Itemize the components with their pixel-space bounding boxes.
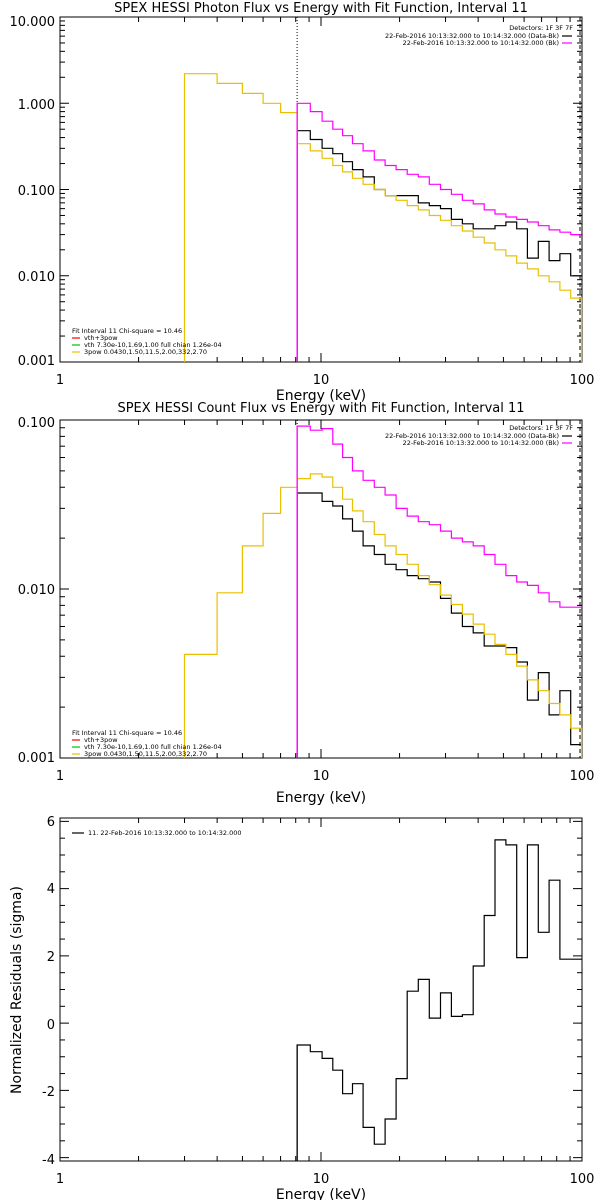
legend-header: Fit Interval 11 Chi-square = 10.46 <box>72 729 182 737</box>
legend-entry: 22-Feb-2016 10:13:32.000 to 10:14:32.000… <box>403 39 559 47</box>
legend-entry: 22-Feb-2016 10:13:32.000 to 10:14:32.000… <box>403 439 559 447</box>
y-tick-label: 0.001 <box>18 354 55 369</box>
legend-top-left: 11. 22-Feb-2016 10:13:32.000 to 10:14:32… <box>72 829 241 837</box>
series-line <box>296 130 582 362</box>
y-tick-label: -2 <box>42 1085 55 1100</box>
series-line <box>183 73 583 362</box>
x-tick-label: 10 <box>313 1172 330 1187</box>
x-axis-label: Energy (keV) <box>276 1187 366 1200</box>
y-tick-label: 4 <box>47 882 55 897</box>
panel-residuals: 6 4 2 0 -2 -4 1 10 100 Energy (keV) Norm… <box>9 815 594 1200</box>
panel-count-flux: SPEX HESSI Count Flux vs Energy with Fit… <box>18 401 595 806</box>
legend-entry: 22-Feb-2016 10:13:32.000 to 10:14:32.000… <box>385 32 559 40</box>
legend-header: Detectors: 1F 3F 7F <box>509 24 573 32</box>
y-tick-label: 10.000 <box>10 15 56 30</box>
y-tick-label: 0.100 <box>18 184 55 199</box>
series-group <box>183 425 583 758</box>
legend-header: Fit Interval 11 Chi-square = 10.46 <box>72 327 182 335</box>
x-tick-label: 10 <box>313 769 330 784</box>
x-tick-label: 10 <box>313 373 330 388</box>
plot-frame <box>59 419 583 759</box>
y-tick-label: 0.010 <box>18 270 55 285</box>
legend-entry: 3pow 0.0430,1.50,11.5,2.00,332,2.70 <box>84 750 207 758</box>
series-line <box>183 473 583 758</box>
series-line <box>296 492 582 758</box>
x-tick-label: 1 <box>56 769 64 784</box>
legend-entry: vth 7.30e-10,1.69,1.00 full chian 1.26e-… <box>84 341 222 349</box>
legend-header: Detectors: 1F 3F 7F <box>509 424 573 432</box>
series-line <box>296 102 582 362</box>
legend-entry: 3pow 0.0430,1.50,11.5,2.00,332,2.70 <box>84 348 207 356</box>
axis-ticks <box>59 17 582 363</box>
y-tick-label: 0.010 <box>18 583 55 598</box>
series-line <box>296 425 583 758</box>
plot-frame <box>59 817 583 1162</box>
chart-title: SPEX HESSI Count Flux vs Energy with Fit… <box>117 401 524 416</box>
axis-ticks <box>59 818 582 1161</box>
x-tick-label: 100 <box>570 373 595 388</box>
x-tick-label: 1 <box>56 373 64 388</box>
x-axis-label: Energy (keV) <box>276 388 366 404</box>
x-axis-label: Energy (keV) <box>276 790 366 806</box>
y-axis-label: Normalized Residuals (sigma) <box>9 886 25 1094</box>
series-group <box>296 839 582 1161</box>
x-tick-label: 100 <box>570 1172 595 1187</box>
legend-top-right: Detectors: 1F 3F 7F 22-Feb-2016 10:13:32… <box>385 424 573 447</box>
x-tick-label: 1 <box>56 1172 64 1187</box>
chart-title: SPEX HESSI Photon Flux vs Energy with Fi… <box>114 1 528 16</box>
y-tick-label: 0 <box>47 1018 55 1033</box>
y-tick-label: 2 <box>47 950 55 965</box>
legend-entry: vth 7.30e-10,1.69,1.00 full chian 1.26e-… <box>84 743 222 751</box>
legend-bottom-left: Fit Interval 11 Chi-square = 10.46 vth+3… <box>72 729 222 758</box>
y-tick-label: 6 <box>47 815 55 830</box>
series-line <box>296 839 582 1161</box>
y-tick-label: 0.001 <box>18 751 55 766</box>
legend-top-right: Detectors: 1F 3F 7F 22-Feb-2016 10:13:32… <box>385 24 573 47</box>
y-tick-label: -4 <box>42 1153 55 1168</box>
legend-bottom-left: Fit Interval 11 Chi-square = 10.46 vth+3… <box>72 327 222 356</box>
legend-entry: 22-Feb-2016 10:13:32.000 to 10:14:32.000… <box>385 432 559 440</box>
legend-entry: 11. 22-Feb-2016 10:13:32.000 to 10:14:32… <box>88 829 241 837</box>
legend-entry: vth+3pow <box>84 334 118 342</box>
axis-ticks <box>59 420 582 759</box>
series-group <box>183 73 583 362</box>
y-tick-label: 1.000 <box>18 98 55 113</box>
x-tick-label: 100 <box>570 769 595 784</box>
legend-entry: vth+3pow <box>84 736 118 744</box>
y-tick-label: 0.100 <box>18 416 55 431</box>
plot-frame <box>59 16 583 363</box>
panel-photon-flux: SPEX HESSI Photon Flux vs Energy with Fi… <box>10 1 595 404</box>
